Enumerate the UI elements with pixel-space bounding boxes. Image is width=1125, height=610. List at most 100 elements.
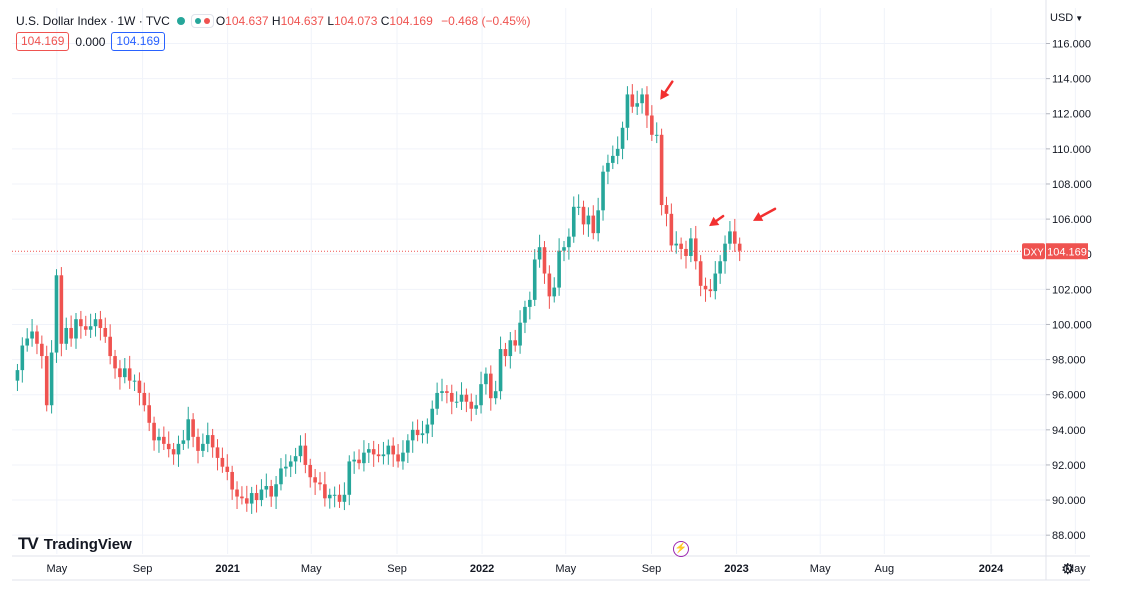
y-tick-label: 114.000: [1052, 74, 1091, 86]
candle-body: [205, 435, 210, 444]
value-box-close: 104.169: [16, 32, 70, 51]
y-tick-label: 94.000: [1052, 425, 1086, 437]
candle-body: [703, 285, 708, 290]
candle-body: [259, 489, 264, 501]
candle-body: [391, 445, 395, 455]
chevron-down-icon: ▼: [1075, 14, 1084, 23]
candle-body: [79, 319, 83, 327]
tv-logo-icon: TV: [18, 534, 39, 553]
y-tick-label: 96.000: [1052, 390, 1086, 402]
x-tick-label: 2021: [215, 563, 239, 575]
candle-body: [728, 231, 732, 244]
candle-body: [279, 468, 283, 485]
candle-body: [445, 391, 449, 393]
candle-body: [523, 306, 527, 323]
candle-body: [113, 356, 117, 369]
candle-body: [157, 436, 161, 441]
price-tag: DXY 104.169: [1022, 243, 1088, 260]
candle-body: [430, 408, 435, 425]
change-value: −0.468 (−0.45%): [441, 14, 531, 28]
candle-body: [284, 466, 288, 469]
candle-body: [225, 466, 230, 472]
candle-body: [337, 494, 342, 502]
candle-body: [611, 155, 615, 163]
currency-label: USD: [1050, 12, 1074, 24]
candle-body: [269, 486, 273, 497]
candle-body: [376, 454, 381, 457]
open-value: 104.637: [225, 14, 269, 28]
candle-body: [645, 94, 649, 116]
candle-body: [74, 319, 78, 339]
x-tick-label: Aug: [875, 563, 895, 575]
candle-body: [147, 405, 151, 423]
logo-text: TradingView: [43, 535, 132, 553]
bolt-icon[interactable]: ⚡: [673, 541, 689, 557]
candle-body: [327, 494, 332, 499]
candle-body: [49, 352, 54, 406]
legend-header: U.S. Dollar Index · 1W · TVC O104.637 H1…: [16, 12, 531, 30]
candle-body: [88, 326, 93, 330]
candle-body: [25, 338, 29, 346]
ohlc-values: O104.637 H104.637 L104.073 C104.169 −0.4…: [216, 14, 531, 28]
gear-icon[interactable]: ⚙: [1061, 561, 1075, 578]
candle-body: [274, 484, 278, 497]
values-row: 104.169 0.000 104.169: [16, 32, 165, 51]
candle-body: [518, 322, 522, 346]
value-box-blue: 104.169: [111, 32, 165, 51]
candle-body: [693, 238, 698, 262]
candle-body: [352, 459, 356, 462]
x-tick-label: May: [1065, 563, 1086, 575]
indicator-toggle[interactable]: [190, 14, 214, 28]
candle-body: [137, 380, 142, 393]
candle-body: [357, 459, 361, 464]
arrow-1-head: [660, 89, 670, 100]
candle-body: [54, 275, 59, 353]
x-axis: May Sep 2021 May Sep 2022 May Sep 2023 May Aug 2024…: [46, 563, 1086, 575]
candle-body: [298, 445, 303, 457]
symbol-title[interactable]: U.S. Dollar Index · 1W · TVC: [16, 14, 170, 28]
candle-body: [303, 445, 308, 465]
candle-body: [323, 484, 327, 499]
candle-body: [196, 436, 200, 451]
axis-separators: [12, 0, 1090, 581]
candle-body: [186, 419, 191, 441]
candle-body: [83, 326, 88, 330]
currency-selector[interactable]: USD ▼: [1050, 12, 1083, 24]
candle-body: [318, 482, 322, 485]
candle-body: [210, 435, 215, 448]
y-tick-label: 108.000: [1052, 179, 1092, 191]
x-tick-label: May: [810, 563, 831, 575]
y-tick-label: 116.000: [1052, 39, 1091, 51]
candle-body: [181, 440, 186, 444]
candle-body: [381, 454, 386, 457]
candle-body: [30, 331, 34, 339]
y-tick-label: 88.000: [1052, 530, 1086, 542]
candle-body: [406, 440, 410, 453]
candle-body: [20, 345, 25, 371]
y-tick-label: 102.000: [1052, 284, 1092, 296]
candle-body: [166, 443, 171, 450]
candle-body: [410, 429, 415, 441]
candle-body: [640, 94, 644, 104]
x-tick-label: 2022: [470, 563, 494, 575]
candle-body: [615, 148, 620, 156]
price-tag-value: 104.169: [1047, 246, 1087, 258]
y-tick-label: 98.000: [1052, 355, 1086, 367]
candle-body: [718, 261, 722, 274]
candle-body: [367, 449, 371, 453]
candles: [15, 84, 742, 514]
candle-body: [386, 445, 391, 455]
candle-body: [288, 461, 293, 467]
candle-body: [435, 392, 439, 409]
candle-body: [576, 206, 581, 208]
candle-body: [142, 392, 147, 406]
candle-body: [508, 340, 513, 357]
candle-body: [162, 436, 166, 444]
candle-body: [118, 368, 122, 378]
candle-body: [542, 247, 547, 274]
candle-body: [474, 405, 478, 409]
candle-body: [440, 391, 444, 393]
x-tick-label: May: [46, 563, 67, 575]
x-tick-label: May: [555, 563, 576, 575]
